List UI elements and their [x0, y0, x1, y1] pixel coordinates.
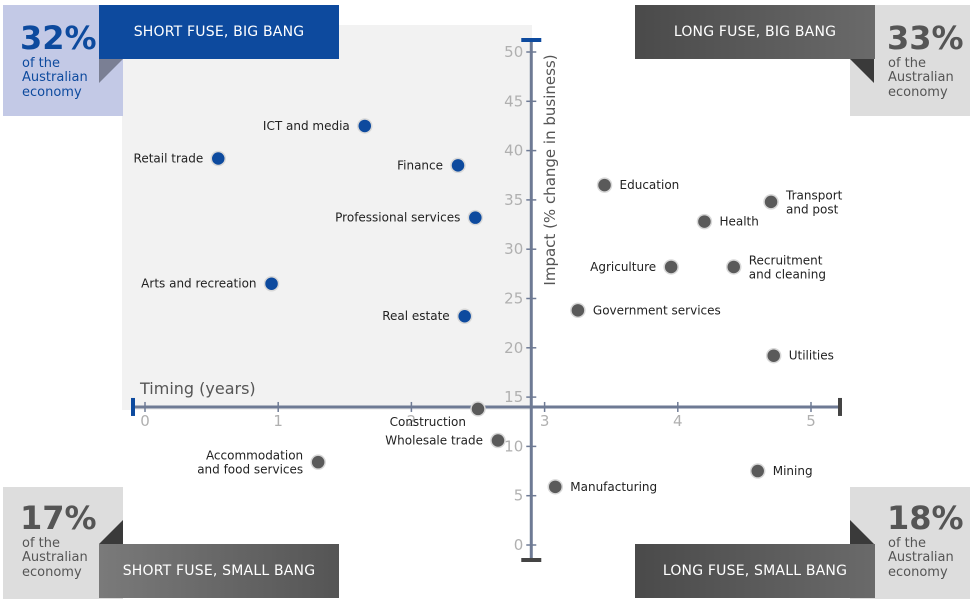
y-axis-label: Impact (% change in business)	[541, 54, 559, 285]
quadrant-top-left-subtitle-line1: of the	[22, 56, 60, 71]
quadrant-bottom-left-percent: 17%	[20, 499, 97, 537]
y-tick-label: 25	[504, 290, 523, 308]
y-tick-label: 35	[504, 191, 523, 209]
data-point	[663, 259, 679, 275]
quadrant-top-right-fold	[850, 59, 874, 83]
y-tick-label: 30	[504, 240, 523, 258]
y-tick-label: 20	[504, 339, 523, 357]
quadrant-top-left-banner: SHORT FUSE, BIG BANG	[99, 5, 339, 59]
quadrant-top-left-percent: 32%	[20, 19, 97, 57]
data-point-label: Recruitment and cleaning	[749, 253, 826, 281]
x-tick-label: 4	[673, 412, 683, 430]
x-tick-label: 0	[140, 412, 150, 430]
quadrant-bottom-right-fold	[850, 520, 874, 544]
quadrant-bottom-left-subtitle-line3: economy	[22, 565, 82, 580]
quadrant-top-left-subtitle-line2: Australian	[22, 70, 88, 85]
data-point-label: ICT and media	[263, 119, 350, 133]
data-point	[749, 463, 766, 479]
quadrant-bottom-right-percent: 18%	[887, 499, 964, 537]
quadrant-bottom-right-subtitle-line3: economy	[888, 565, 948, 580]
data-point-label: Accommodation and food services	[197, 449, 303, 477]
data-point	[596, 177, 613, 193]
data-point-label: Transport and post	[785, 188, 843, 216]
data-point-label: Real estate	[382, 309, 449, 323]
data-point-label: Mining	[773, 464, 813, 478]
quadrant-bottom-left-fold	[99, 520, 123, 544]
data-point-label: Arts and recreation	[141, 277, 256, 291]
quadrant-bottom-right-banner: LONG FUSE, SMALL BANG	[635, 544, 875, 598]
y-tick-label: 5	[514, 487, 524, 505]
y-tick-label: 50	[504, 43, 523, 61]
data-point	[450, 157, 466, 174]
y-tick-label: 40	[504, 142, 523, 160]
x-tick-label: 3	[540, 412, 550, 430]
y-tick-label: 15	[504, 388, 523, 406]
data-point-label: Utilities	[789, 349, 834, 363]
data-point-label: Government services	[593, 303, 721, 317]
quadrant-bottom-right-subtitle-line2: Australian	[888, 550, 954, 565]
data-point-label: Finance	[397, 158, 443, 172]
data-point	[547, 479, 564, 495]
y-tick-label: 45	[504, 92, 523, 110]
data-point-label: Health	[719, 215, 758, 229]
data-point	[456, 308, 473, 324]
quadrant-bottom-left-subtitle-line1: of the	[22, 536, 60, 551]
data-point	[210, 150, 227, 167]
x-tick-label: 1	[273, 412, 283, 430]
quadrant-bottom-right-subtitle-line1: of the	[888, 536, 926, 551]
quadrant-top-right-subtitle-line1: of the	[888, 56, 926, 71]
data-point	[470, 401, 486, 417]
data-point	[310, 454, 326, 470]
data-point	[467, 209, 484, 226]
data-point-label: Education	[620, 178, 680, 192]
quadrant-top-right-subtitle-line2: Australian	[888, 70, 954, 85]
quadrant-bottom-left-subtitle-line2: Australian	[22, 550, 88, 565]
quadrant-top-right-subtitle-line3: economy	[888, 85, 948, 100]
data-point	[725, 259, 742, 275]
data-point-label: Professional services	[335, 211, 460, 225]
data-point	[765, 347, 782, 364]
x-axis-label: Timing (years)	[139, 379, 256, 398]
data-point	[696, 213, 713, 230]
quadrant-bottom-left-banner: SHORT FUSE, SMALL BANG	[99, 544, 339, 598]
y-tick-label: 0	[514, 536, 524, 554]
data-point-label: Manufacturing	[570, 480, 657, 494]
data-point-label: Construction	[390, 415, 466, 429]
x-tick-label: 2	[407, 412, 417, 430]
data-point-label: Retail trade	[134, 151, 204, 165]
highlight-panel	[122, 25, 532, 410]
quadrant-top-right-percent: 33%	[887, 19, 964, 57]
data-point	[263, 275, 280, 292]
data-point-label: Agriculture	[590, 260, 656, 274]
x-tick-label: 5	[806, 412, 816, 430]
quadrant-top-left-fold	[99, 59, 123, 83]
data-point	[570, 302, 586, 319]
quadrant-top-left-subtitle-line3: economy	[22, 85, 82, 100]
data-point	[490, 432, 506, 449]
y-tick-label: 10	[504, 437, 523, 455]
data-point	[357, 118, 373, 134]
data-point	[763, 194, 779, 210]
quadrant-top-right-banner: LONG FUSE, BIG BANG	[635, 5, 875, 59]
data-point-label: Wholesale trade	[385, 433, 483, 447]
